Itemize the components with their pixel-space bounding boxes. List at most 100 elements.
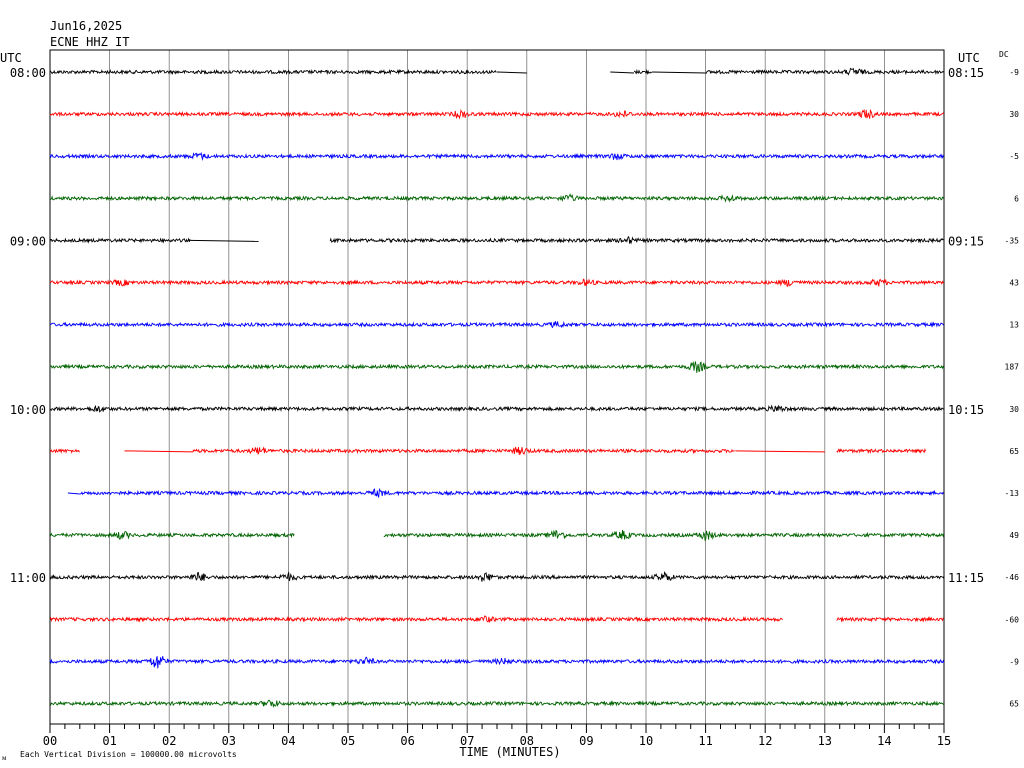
trace-flat-segment bbox=[496, 71, 527, 74]
scale-note: Each Vertical Division = 100000.00 micro… bbox=[20, 750, 237, 759]
trace-waveform bbox=[49, 615, 784, 623]
trace-row bbox=[49, 278, 944, 287]
trace-row bbox=[67, 488, 944, 498]
trace-row bbox=[49, 529, 945, 542]
trace-waveform bbox=[49, 320, 945, 329]
left-time-label: 09:00 bbox=[10, 234, 46, 248]
trace-waveform bbox=[633, 69, 652, 75]
trace-waveform bbox=[49, 404, 944, 413]
trace-row bbox=[49, 615, 945, 623]
trace-waveform bbox=[705, 67, 944, 76]
trace-waveform bbox=[383, 529, 945, 542]
trace-waveform bbox=[49, 699, 945, 709]
x-tick-label: 06 bbox=[400, 734, 414, 748]
dc-offset-label: 6 bbox=[1014, 194, 1019, 203]
vertical-gridlines bbox=[109, 50, 885, 724]
dc-offset-labels: -9 30 -5 6 -35 43 13 187 30 65 -13 49 -46 -60 -9 65 bbox=[1005, 68, 1020, 709]
utc-left-label: UTC bbox=[0, 51, 22, 65]
trace-waveform bbox=[49, 151, 945, 161]
plot-frame bbox=[49, 49, 945, 725]
dc-offset-label: -13 bbox=[1005, 489, 1020, 498]
trace-row bbox=[49, 193, 945, 203]
dc-offset-label: 65 bbox=[1009, 700, 1019, 709]
dc-offset-label: -9 bbox=[1009, 657, 1019, 666]
trace-waveform bbox=[49, 108, 945, 120]
dc-offset-label: -9 bbox=[1009, 68, 1019, 77]
dc-header-label: DC bbox=[999, 50, 1009, 59]
dc-offset-label: 187 bbox=[1005, 363, 1020, 372]
trace-waveform bbox=[49, 237, 191, 244]
x-axis-title: TIME (MINUTES) bbox=[459, 745, 560, 759]
seismic-traces bbox=[49, 67, 945, 709]
left-time-label: 11:00 bbox=[10, 571, 46, 585]
trace-waveform bbox=[49, 278, 944, 287]
dc-offset-label: 30 bbox=[1009, 405, 1019, 414]
dc-offset-label: -46 bbox=[1005, 573, 1020, 582]
trace-row bbox=[49, 656, 945, 669]
x-tick-label: 11 bbox=[698, 734, 712, 748]
x-tick-label: 02 bbox=[162, 734, 176, 748]
trace-row bbox=[49, 446, 927, 456]
trace-row bbox=[49, 404, 944, 413]
trace-waveform bbox=[192, 446, 735, 456]
trace-waveform bbox=[49, 448, 80, 454]
corner-mark: ᴍ bbox=[2, 754, 7, 762]
x-tick-label: 12 bbox=[758, 734, 772, 748]
x-tick-label: 08 bbox=[520, 734, 534, 748]
x-axis: 00 01 02 03 04 05 06 07 08 09 10 11 12 13 14 15 bbox=[43, 724, 951, 748]
trace-flat-segment bbox=[735, 450, 825, 453]
trace-waveform bbox=[79, 488, 944, 498]
dc-offset-label: -60 bbox=[1005, 615, 1020, 624]
x-tick-label: 00 bbox=[43, 734, 57, 748]
x-tick-label: 07 bbox=[460, 734, 474, 748]
trace-flat-segment bbox=[124, 450, 194, 453]
left-time-labels: 08:00 09:00 10:00 11:00 bbox=[10, 66, 46, 585]
trace-row bbox=[49, 571, 945, 582]
trace-flat-segment bbox=[610, 71, 635, 74]
dc-offset-label: -35 bbox=[1005, 236, 1020, 245]
trace-row bbox=[49, 67, 944, 76]
trace-waveform bbox=[49, 193, 945, 203]
right-time-labels: 08:15 09:15 10:15 11:15 bbox=[948, 66, 984, 585]
dc-offset-label: -5 bbox=[1009, 152, 1019, 161]
trace-waveform bbox=[49, 361, 945, 373]
x-tick-label: 09 bbox=[579, 734, 593, 748]
left-time-label: 08:00 bbox=[10, 66, 46, 80]
trace-flat-segment bbox=[190, 239, 259, 242]
x-tick-label: 13 bbox=[818, 734, 832, 748]
left-time-label: 10:00 bbox=[10, 403, 46, 417]
trace-row bbox=[49, 320, 945, 329]
dc-offset-label: 65 bbox=[1009, 447, 1019, 456]
dc-offset-label: 49 bbox=[1009, 531, 1019, 540]
right-time-label: 10:15 bbox=[948, 403, 984, 417]
x-tick-label: 05 bbox=[341, 734, 355, 748]
trace-waveform bbox=[49, 531, 295, 540]
right-time-label: 11:15 bbox=[948, 571, 984, 585]
station-label: ECNE HHZ IT bbox=[50, 35, 129, 49]
x-tick-label: 15 bbox=[937, 734, 951, 748]
trace-waveform bbox=[49, 571, 945, 582]
dc-offset-label: 43 bbox=[1009, 279, 1019, 288]
trace-waveform bbox=[836, 616, 945, 623]
dc-offset-label: 13 bbox=[1009, 321, 1019, 330]
right-time-label: 08:15 bbox=[948, 66, 984, 80]
trace-waveform bbox=[49, 656, 945, 669]
trace-row bbox=[49, 108, 945, 120]
trace-waveform bbox=[49, 68, 497, 76]
trace-flat-segment bbox=[67, 492, 80, 495]
trace-waveform bbox=[329, 235, 944, 245]
right-time-label: 09:15 bbox=[948, 234, 984, 248]
utc-right-label: UTC bbox=[958, 51, 980, 65]
x-tick-label: 03 bbox=[222, 734, 236, 748]
x-tick-label: 01 bbox=[102, 734, 116, 748]
trace-flat-segment bbox=[651, 71, 706, 74]
x-tick-label: 14 bbox=[877, 734, 891, 748]
trace-row bbox=[49, 151, 945, 161]
date-label: Jun16,2025 bbox=[50, 19, 122, 33]
dc-offset-label: 30 bbox=[1009, 110, 1019, 119]
x-tick-label: 10 bbox=[639, 734, 653, 748]
trace-row bbox=[49, 699, 945, 709]
trace-waveform bbox=[836, 448, 927, 455]
trace-row bbox=[49, 235, 944, 245]
